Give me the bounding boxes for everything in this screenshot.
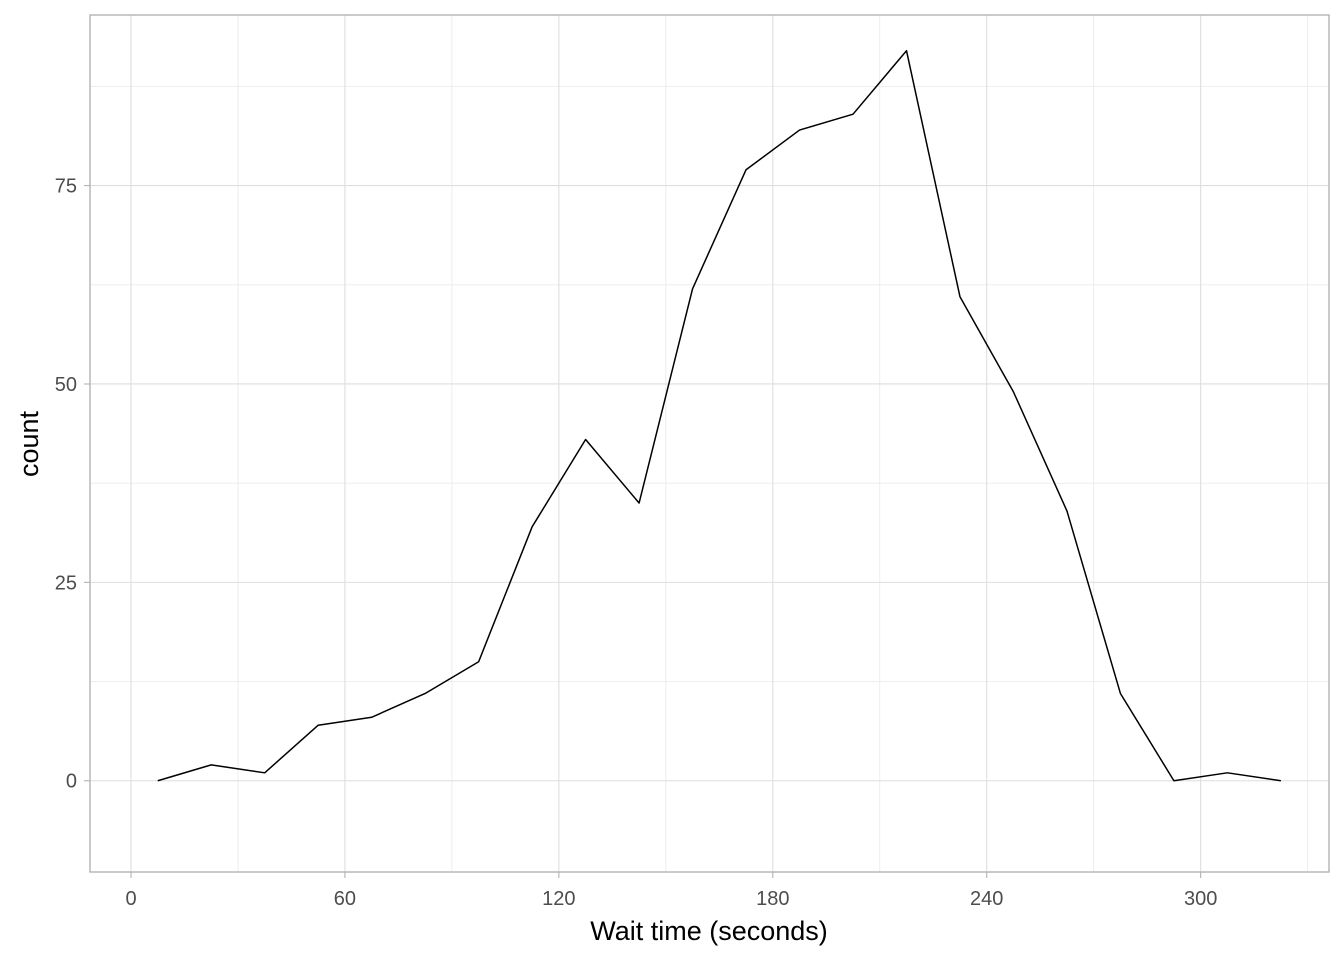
x-tick-label: 240 bbox=[970, 888, 1003, 910]
y-tick-label: 0 bbox=[66, 771, 77, 793]
major-gridlines bbox=[90, 15, 1329, 872]
x-tick-label: 120 bbox=[542, 888, 575, 910]
x-axis: 0 60 120 180 240 300 bbox=[125, 872, 1217, 910]
y-axis-title: count bbox=[14, 410, 44, 477]
series-line bbox=[157, 49, 1281, 782]
series-layer bbox=[157, 49, 1281, 782]
x-axis-title: Wait time (seconds) bbox=[590, 916, 828, 946]
x-tick-label: 60 bbox=[334, 888, 356, 910]
y-tick-label: 25 bbox=[55, 572, 77, 594]
y-tick-label: 50 bbox=[55, 374, 77, 396]
y-axis: 0 25 50 75 bbox=[55, 176, 90, 793]
x-tick-label: 0 bbox=[125, 888, 136, 910]
x-tick-label: 300 bbox=[1184, 888, 1217, 910]
x-tick-label: 180 bbox=[756, 888, 789, 910]
y-tick-label: 75 bbox=[55, 176, 77, 198]
minor-gridlines bbox=[90, 15, 1329, 872]
panel-border bbox=[89, 14, 1330, 873]
